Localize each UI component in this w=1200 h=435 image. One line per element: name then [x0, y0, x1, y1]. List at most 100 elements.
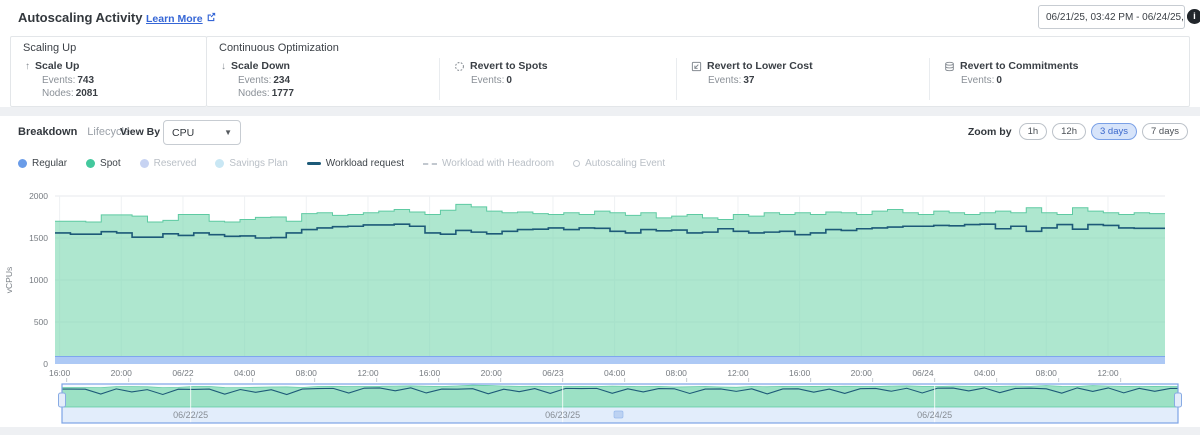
- stat-value: 1777: [271, 87, 294, 99]
- stat-row: Events: 37: [691, 75, 929, 88]
- minimap-grip-icon[interactable]: [613, 410, 624, 419]
- minimap-right-handle[interactable]: [1174, 392, 1182, 408]
- scaling-up-card: Scaling Up ↑ Scale Up Events: 743 Nodes: 2081: [10, 36, 207, 107]
- info-icon[interactable]: i: [1187, 9, 1200, 24]
- x-axis-tick: 16:00: [49, 368, 71, 378]
- legend-item-reserved[interactable]: Reserved: [139, 158, 197, 169]
- legend-label: Workload with Headroom: [442, 158, 555, 169]
- tab-breakdown[interactable]: Breakdown: [18, 126, 78, 138]
- learn-more-link[interactable]: Learn More: [146, 12, 216, 25]
- legend-label: Autoscaling Event: [585, 158, 666, 169]
- x-axis-tick: 06/24: [912, 368, 934, 378]
- stat-row: Events: 234: [221, 75, 439, 88]
- legend-item-regular[interactable]: Regular: [18, 158, 67, 169]
- legend-item-savings-plan[interactable]: Savings Plan: [215, 158, 288, 169]
- x-axis-tick: 12:00: [1097, 368, 1119, 378]
- arrow-down-icon: ↓: [221, 60, 226, 72]
- legend-label: Reserved: [153, 158, 197, 169]
- x-axis-tick: 06/23: [542, 368, 564, 378]
- autoscaling-chart[interactable]: 0 500 1000 1500 2000 16:00 20:00 06/22 04:00 08:0…: [0, 186, 1200, 378]
- x-axis-tick: 08:00: [1036, 368, 1058, 378]
- stat-value: 37: [743, 75, 755, 86]
- minimap-date-label: 06/24/25: [917, 410, 952, 420]
- legend-label: Savings Plan: [229, 158, 288, 169]
- stat-value: 0: [996, 75, 1002, 86]
- stat-name: Revert to Spots: [470, 60, 548, 72]
- minimap-area: [61, 384, 1179, 408]
- x-axis-tick: 16:00: [789, 368, 811, 378]
- continuous-optimization-card: Continuous Optimization ↓ Scale Down Event…: [206, 36, 1190, 107]
- stat-label: Nodes:: [42, 87, 74, 99]
- x-axis-tick: 20:00: [481, 368, 503, 378]
- learn-more-label: Learn More: [146, 12, 203, 25]
- stat-name: Revert to Commitments: [960, 60, 1079, 72]
- legend-dot-icon: [215, 159, 225, 168]
- chart-controls: Breakdown Lifecycle View By CPU ▼ Zoom by…: [0, 118, 1200, 148]
- stat-value: 2081: [75, 87, 98, 99]
- legend-label: Regular: [32, 158, 68, 169]
- workload-request-line: [55, 223, 1165, 239]
- spot-area: [55, 204, 1165, 357]
- x-axis-tick: 06/22: [172, 368, 194, 378]
- minimap-workload-line: [62, 387, 1178, 396]
- date-range-value: 06/21/25, 03:42 PM - 06/24/25, 03:42 PM: [1046, 11, 1200, 23]
- stat-revert-to-commitments: Revert to Commitments Events: 0: [930, 58, 1189, 100]
- legend-dot-icon: [86, 159, 96, 168]
- view-by-label: View By: [120, 126, 161, 138]
- stat-label: Events:: [961, 75, 995, 86]
- stat-value: 743: [77, 75, 95, 86]
- legend-item-workload-request[interactable]: Workload request: [306, 158, 404, 169]
- zoom-option-3-days[interactable]: 3 days: [1091, 123, 1137, 140]
- stat-label: Events:: [42, 75, 76, 86]
- card-title: Scaling Up: [23, 42, 77, 54]
- stat-value: 0: [506, 75, 512, 86]
- y-axis-tick: 1000: [29, 275, 48, 285]
- minimap-date-label: 06/23/25: [545, 410, 580, 420]
- legend-item-spot[interactable]: Spot: [86, 158, 121, 169]
- x-axis-tick: 20:00: [111, 368, 133, 378]
- x-axis-tick: 08:00: [296, 368, 318, 378]
- regular-area: [55, 356, 1165, 364]
- legend-dot-icon: [139, 159, 149, 168]
- x-axis-tick: 20:00: [851, 368, 873, 378]
- zoom-by-label: Zoom by: [967, 125, 1012, 138]
- zoom-option-12h[interactable]: 12h: [1052, 123, 1086, 140]
- chart-legend: Regular Spot Reserved Savings Plan Workload …: [18, 158, 665, 169]
- stat-label: Events:: [238, 75, 272, 86]
- spot-icon: [454, 61, 465, 72]
- stat-name: Scale Up: [35, 60, 80, 72]
- zoom-option-1h[interactable]: 1h: [1018, 123, 1048, 140]
- legend-circle-icon: [573, 160, 581, 167]
- stat-scale-down: ↓ Scale Down Events: 234 Nodes: 1777: [207, 58, 440, 100]
- stat-name: Scale Down: [231, 60, 290, 72]
- date-range-input[interactable]: 06/21/25, 03:42 PM - 06/24/25, 03:42 PM: [1038, 5, 1200, 29]
- tab-lifecycle[interactable]: Lifecycle: [87, 126, 131, 138]
- stat-label: Events:: [471, 75, 505, 86]
- legend-label: Workload request: [325, 158, 404, 169]
- y-axis-tick: 0: [43, 359, 48, 369]
- legend-item-autoscaling-event[interactable]: Autoscaling Event: [573, 158, 665, 169]
- legend-label: Spot: [100, 158, 121, 169]
- stat-row: Events: 0: [944, 75, 1189, 88]
- lower-cost-icon: [691, 61, 702, 72]
- y-axis-tick: 1500: [29, 233, 48, 243]
- legend-line-icon: [306, 162, 321, 165]
- legend-item-workload-with-headroom[interactable]: Workload with Headroom: [423, 158, 554, 169]
- view-by-value: CPU: [172, 126, 195, 139]
- stat-name: Revert to Lower Cost: [707, 60, 813, 72]
- stat-row: Nodes: 1777: [221, 88, 439, 101]
- view-by-select[interactable]: CPU ▼: [163, 120, 241, 145]
- y-axis-label: vCPUs: [4, 267, 14, 293]
- stat-row: Events: 743: [25, 75, 206, 88]
- x-axis-tick: 08:00: [666, 368, 688, 378]
- zoom-by-group: Zoom by 1h 12h 3 days 7 days: [968, 123, 1188, 140]
- x-axis-tick: 04:00: [974, 368, 996, 378]
- stat-scale-up: ↑ Scale Up Events: 743 Nodes: 2081: [11, 58, 206, 100]
- stat-label: Events:: [708, 75, 742, 86]
- x-axis-tick: 16:00: [419, 368, 441, 378]
- zoom-option-7-days[interactable]: 7 days: [1142, 123, 1188, 140]
- minimap-left-handle[interactable]: [58, 392, 66, 408]
- chart-minimap-navigator[interactable]: 06/22/25 06/23/25 06/24/25: [0, 378, 1200, 430]
- legend-dot-icon: [18, 159, 27, 168]
- minimap-date-label: 06/22/25: [173, 410, 208, 420]
